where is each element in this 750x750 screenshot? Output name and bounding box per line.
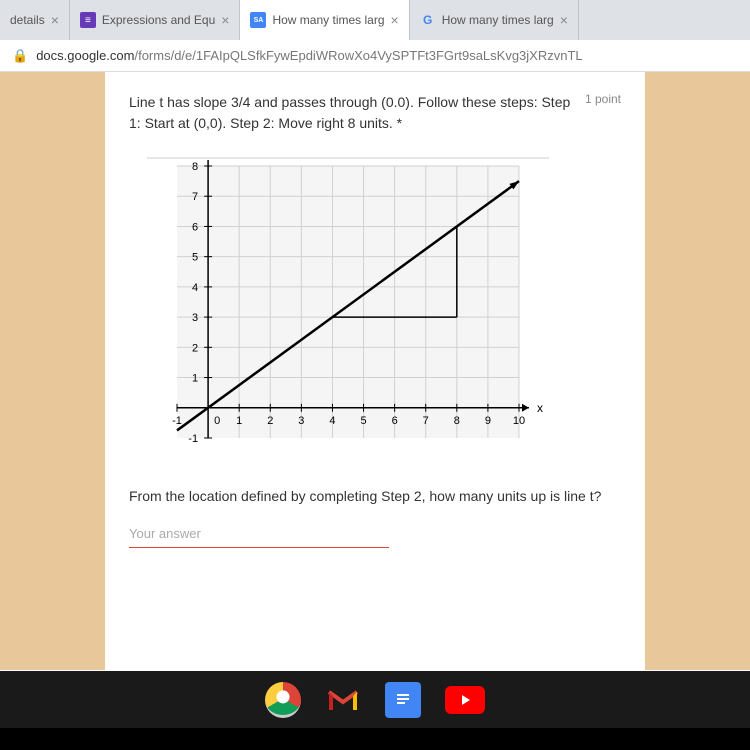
svg-text:4: 4 (329, 415, 335, 427)
close-icon[interactable]: × (391, 12, 399, 28)
docs-icon[interactable] (385, 682, 421, 718)
svg-text:7: 7 (192, 191, 198, 203)
url-path: /forms/d/e/1FAIpQLSfkFywEpdiWRowXo4VySPT… (134, 48, 582, 63)
svg-text:3: 3 (298, 415, 304, 427)
tab-expressions[interactable]: ≡ Expressions and Equ × (70, 0, 241, 40)
google-icon: G (420, 12, 436, 28)
svg-text:8: 8 (454, 415, 460, 427)
url-bar[interactable]: 🔒 docs.google.com/forms/d/e/1FAIpQLSfkFy… (0, 40, 750, 72)
question-text: Line t has slope 3/4 and passes through … (129, 92, 573, 134)
point-label: 1 point (585, 92, 621, 134)
tab-label: How many times larg (272, 13, 384, 27)
sa-icon: SA (250, 12, 266, 28)
gmail-icon[interactable] (325, 682, 361, 718)
svg-text:4: 4 (192, 282, 198, 294)
close-icon[interactable]: × (560, 12, 568, 28)
svg-text:9: 9 (485, 415, 491, 427)
lock-icon: 🔒 (12, 48, 28, 64)
tab-details[interactable]: details × (0, 0, 70, 40)
svg-text:6: 6 (392, 415, 398, 427)
svg-text:1: 1 (192, 373, 198, 385)
svg-text:-1: -1 (188, 433, 198, 445)
line-chart: x -1 1 2 3 4 5 6 7 8 9 10 0 -1 1 2 3 4 5 6 7 8 (129, 152, 549, 472)
svg-text:5: 5 (360, 415, 366, 427)
svg-text:3: 3 (192, 312, 198, 324)
tab-how-many-google[interactable]: G How many times larg × (410, 0, 579, 40)
chart-area: x -1 1 2 3 4 5 6 7 8 9 10 0 -1 1 2 3 4 5 6 7 8 (129, 152, 621, 472)
answer-input[interactable] (129, 520, 389, 548)
browser-tabs-bar: details × ≡ Expressions and Equ × SA How… (0, 0, 750, 40)
close-icon[interactable]: × (221, 12, 229, 28)
tab-label: details (10, 13, 45, 27)
tab-how-many-sa[interactable]: SA How many times larg × (240, 0, 409, 40)
svg-text:-1: -1 (172, 415, 182, 427)
svg-text:x: x (537, 401, 543, 415)
tab-label: Expressions and Equ (102, 13, 215, 27)
page-content: Line t has slope 3/4 and passes through … (0, 72, 750, 670)
youtube-icon[interactable] (445, 686, 485, 714)
close-icon[interactable]: × (51, 12, 59, 28)
url-domain: docs.google.com (36, 48, 134, 63)
sub-question: From the location defined by completing … (129, 488, 621, 504)
svg-text:10: 10 (513, 415, 525, 427)
svg-text:5: 5 (192, 252, 198, 264)
svg-text:8: 8 (192, 161, 198, 173)
question-row: Line t has slope 3/4 and passes through … (129, 92, 621, 134)
screen-bezel (0, 728, 750, 750)
svg-text:0: 0 (214, 415, 220, 427)
svg-text:2: 2 (267, 415, 273, 427)
tab-label: How many times larg (442, 13, 554, 27)
svg-text:7: 7 (423, 415, 429, 427)
svg-text:6: 6 (192, 221, 198, 233)
taskbar (0, 670, 750, 728)
form-card: Line t has slope 3/4 and passes through … (105, 72, 645, 670)
svg-text:1: 1 (236, 415, 242, 427)
chrome-icon[interactable] (265, 682, 301, 718)
svg-text:2: 2 (192, 342, 198, 354)
forms-icon: ≡ (80, 12, 96, 28)
